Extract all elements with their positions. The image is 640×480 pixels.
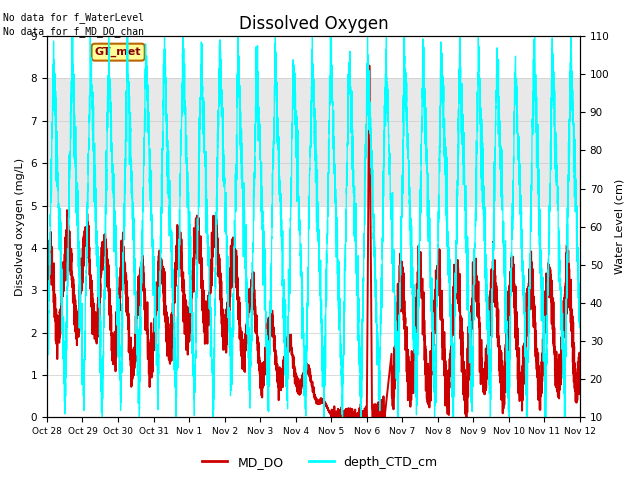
- Text: No data for f_MD_DO_chan: No data for f_MD_DO_chan: [3, 26, 144, 37]
- Legend: MD_DO, depth_CTD_cm: MD_DO, depth_CTD_cm: [197, 451, 443, 474]
- Text: GT_met: GT_met: [95, 47, 141, 57]
- Text: No data for f_WaterLevel: No data for f_WaterLevel: [3, 12, 144, 23]
- Title: Dissolved Oxygen: Dissolved Oxygen: [239, 15, 388, 33]
- Y-axis label: Water Level (cm): Water Level (cm): [615, 179, 625, 275]
- Bar: [47, 78, 580, 205]
- Y-axis label: Dissolved oxygen (mg/L): Dissolved oxygen (mg/L): [15, 157, 25, 296]
